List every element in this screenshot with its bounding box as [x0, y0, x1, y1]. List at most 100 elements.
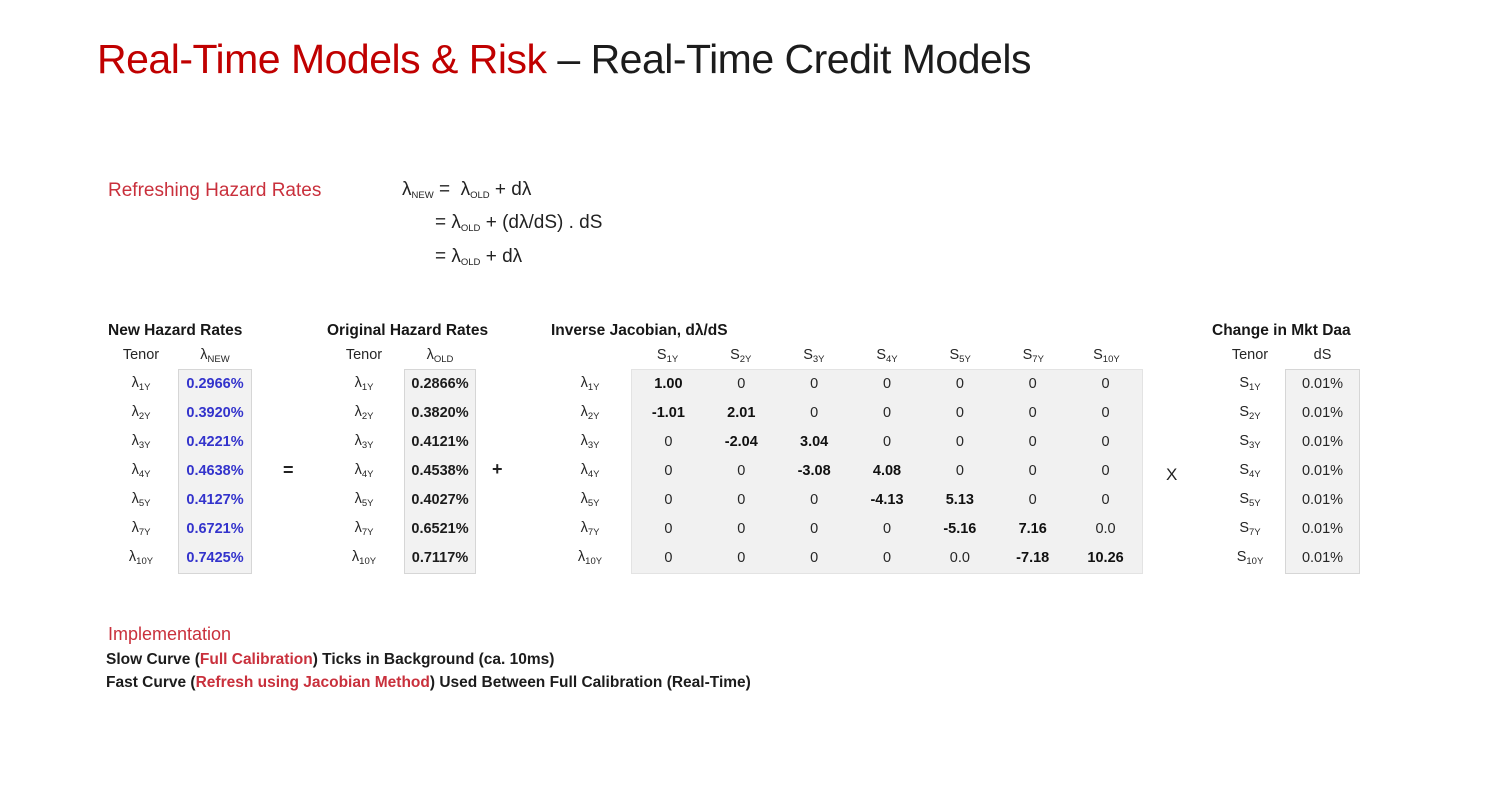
jacobian-cell: 0: [737, 521, 746, 537]
eq-subscript: NEW: [411, 190, 434, 201]
eq-subscript: OLD: [470, 190, 490, 201]
ds-value: 0.01%: [1301, 434, 1344, 450]
rate-value: 0.3920%: [186, 405, 244, 421]
rate-value: 0.4538%: [411, 463, 469, 479]
eq-segment: λ: [402, 179, 412, 200]
jacobian-cell: 0: [810, 492, 819, 508]
jacobian-cell: 0: [955, 405, 964, 421]
rate-value: 0.4121%: [411, 434, 469, 450]
rate-value: 0.2866%: [411, 376, 469, 392]
tenor-label: λ1Y: [354, 375, 374, 393]
lambda-old-header: λOLD: [404, 347, 476, 365]
jacobian-cell: -2.04: [724, 434, 758, 450]
jacobian-cell: 0: [664, 463, 673, 479]
jacobian-cell: 10.26: [1087, 550, 1124, 566]
jacobian-cell: 0: [955, 434, 964, 450]
tenor-label: λ1Y: [580, 375, 600, 393]
jacobian-cell: 0.0: [949, 550, 970, 566]
jacobian-cell: 0: [810, 550, 819, 566]
tenor-label: λ4Y: [131, 462, 151, 480]
jacobian-column-headers: S1Y S2Y S3Y S4Y S5Y S7Y S10Y: [631, 347, 1143, 365]
tenor-label: λ3Y: [354, 433, 374, 451]
implementation-line-2: Fast Curve (Refresh using Jacobian Metho…: [106, 674, 751, 692]
impl-segment: ) Used Between Full Calibration (Real-Ti…: [429, 674, 751, 691]
tenor-label: λ3Y: [131, 433, 151, 451]
section-heading-refreshing-hazard-rates: Refreshing Hazard Rates: [108, 180, 322, 201]
market-tenor-header: Tenor: [1231, 347, 1269, 363]
tenor-label: λ7Y: [131, 520, 151, 538]
tenor-label: λ4Y: [580, 462, 600, 480]
jacobian-cell: 0: [955, 463, 964, 479]
jacobian-cell: 0: [810, 405, 819, 421]
jacobian-cell: -7.18: [1016, 550, 1050, 566]
jacobian-cell: -3.08: [797, 463, 831, 479]
ds-value: 0.01%: [1301, 463, 1344, 479]
tenor-label: λ3Y: [580, 433, 600, 451]
jacobian-cell: 0: [664, 492, 673, 508]
jacobian-cell: 0: [810, 376, 819, 392]
s-column-header: S4Y: [876, 347, 898, 365]
rate-value: 0.6521%: [411, 521, 469, 537]
rate-value: 0.2966%: [186, 376, 244, 392]
multiply-operator: X: [1166, 465, 1178, 484]
jacobian-cell: 0: [1028, 376, 1037, 392]
jacobian-cell: 0: [1101, 376, 1110, 392]
rate-value: 0.4027%: [411, 492, 469, 508]
eq-segment: = λ: [433, 179, 471, 200]
jacobian-cell: 0: [664, 550, 673, 566]
jacobian-cell: 0: [1101, 434, 1110, 450]
lambda-subscript: OLD: [433, 354, 454, 365]
original-tenor-header: Tenor: [345, 347, 383, 363]
jacobian-cell: 2.01: [727, 405, 756, 421]
jacobian-cell: 0.0: [1095, 521, 1116, 537]
jacobian-cell: 0: [882, 376, 892, 392]
jacobian-cell: 0: [882, 405, 892, 421]
impl-segment-red: Full Calibration: [199, 651, 313, 668]
s-column-header: S10Y: [1093, 347, 1120, 365]
rate-value: 0.7425%: [186, 550, 244, 566]
eq-segment: = λ: [435, 246, 461, 267]
tenor-label: λ5Y: [580, 491, 600, 509]
jacobian-cell: 0: [737, 492, 746, 508]
jacobian-table-title: Inverse Jacobian, dλ/dS: [551, 322, 728, 339]
original-hazard-table-title: Original Hazard Rates: [327, 322, 489, 339]
impl-segment: Fast Curve (: [106, 674, 196, 691]
lambda-symbol: λ: [426, 347, 434, 363]
tenor-label: λ2Y: [131, 404, 151, 422]
ds-value: 0.01%: [1301, 550, 1344, 566]
jacobian-cell: 0: [737, 463, 746, 479]
ds-header: dS: [1313, 347, 1332, 363]
tenor-label: S1Y: [1239, 375, 1261, 393]
jacobian-cell: 4.08: [872, 463, 902, 479]
eq-segment: + dλ: [489, 179, 532, 200]
rate-value: 0.4638%: [186, 463, 244, 479]
jacobian-cell: 0: [1028, 434, 1037, 450]
jacobian-cell: 0: [664, 434, 673, 450]
jacobian-cell: 0: [882, 434, 892, 450]
ds-value: 0.01%: [1301, 521, 1344, 537]
lambda-symbol: λ: [200, 347, 208, 363]
tenor-label: λ5Y: [354, 491, 374, 509]
tenor-label: λ7Y: [354, 520, 374, 538]
jacobian-cell: 0: [737, 550, 746, 566]
title-red-part: Real-Time Models & Risk: [97, 36, 547, 82]
jacobian-cell: -5.16: [943, 521, 977, 537]
eq-segment: + dλ: [480, 246, 523, 267]
jacobian-cell: 0: [1028, 492, 1037, 508]
jacobian-cell: 0: [664, 521, 673, 537]
s-column-header: S1Y: [656, 347, 679, 365]
plus-operator: +: [492, 459, 503, 479]
eq-subscript: OLD: [460, 223, 481, 234]
eq-segment: = λ: [435, 212, 461, 233]
equation-line-2: = λOLD + (dλ/dS) . dS: [435, 212, 602, 234]
jacobian-cell: 0: [1028, 405, 1037, 421]
tenor-label: S3Y: [1239, 433, 1261, 451]
impl-segment: Slow Curve (: [106, 651, 200, 668]
tenor-label: λ5Y: [131, 491, 151, 509]
jacobian-cell: 0: [737, 376, 746, 392]
jacobian-cell: 0: [1101, 405, 1110, 421]
market-data-values-box: 0.01% 0.01% 0.01% 0.01% 0.01% 0.01% 0.01…: [1285, 369, 1360, 574]
s-column-header: S3Y: [803, 347, 825, 365]
new-hazard-values-box: 0.2966% 0.3920% 0.4221% 0.4638% 0.4127% …: [178, 369, 252, 574]
jacobian-cell: 7.16: [1018, 521, 1047, 537]
